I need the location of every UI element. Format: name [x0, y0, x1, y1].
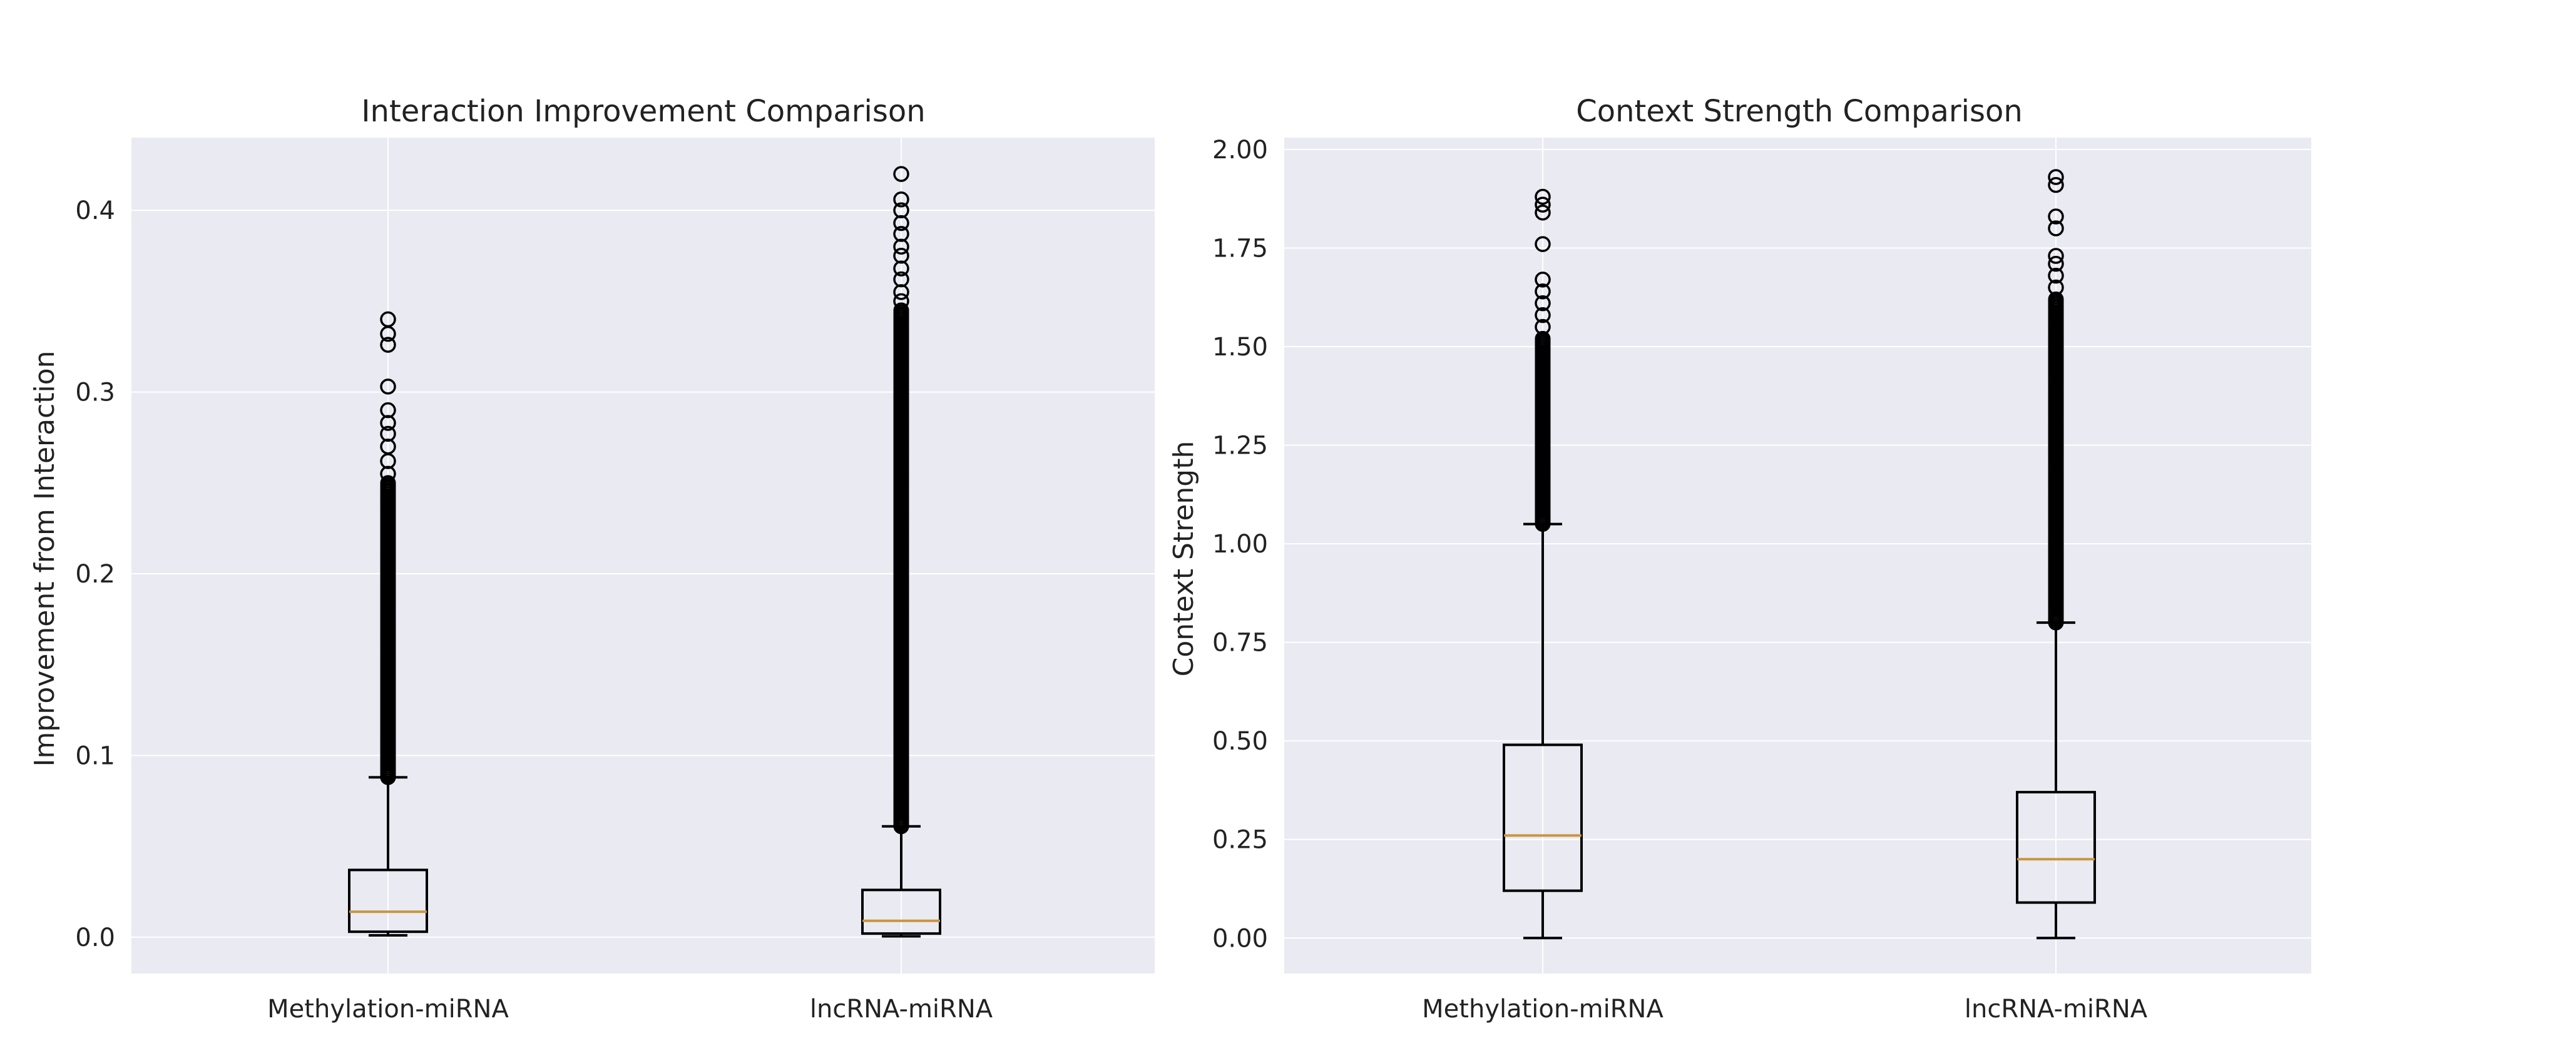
chart-title: Context Strength Comparison	[1576, 94, 2023, 129]
outlier-point	[1535, 188, 1551, 205]
iqr-box	[1503, 743, 1583, 892]
outlier-point	[893, 271, 909, 288]
outlier-point	[1535, 272, 1551, 288]
outlier-point	[2048, 279, 2064, 296]
y-tick-label: 1.50	[1212, 333, 1268, 362]
outlier-point	[2048, 176, 2064, 193]
iqr-box	[2016, 791, 2096, 904]
outlier-point	[2048, 220, 2064, 237]
outlier-point	[380, 379, 396, 395]
outlier-point	[893, 302, 909, 318]
outlier-point	[2048, 255, 2064, 272]
y-tick-label: 0.4	[75, 196, 115, 225]
y-axis-label: Improvement from Interaction	[29, 350, 61, 766]
outlier-point	[2048, 267, 2064, 284]
outlier-band	[893, 302, 909, 835]
box-methylation-mirna	[1503, 188, 1583, 940]
outlier-point	[380, 402, 396, 419]
y-tick-label: 0.1	[75, 741, 115, 770]
grid	[1284, 138, 2311, 974]
outlier-point	[893, 293, 909, 310]
y-tick-label: 0.50	[1212, 727, 1268, 756]
box-lncrna-mirna	[861, 166, 941, 938]
outlier-point	[893, 226, 909, 242]
iqr-box	[861, 888, 941, 935]
outlier-band	[380, 475, 396, 785]
grid	[131, 138, 1155, 974]
outlier-point	[380, 311, 396, 328]
outlier-point	[2048, 169, 2064, 185]
x-tick-label-lncrna-mirna: lncRNA-miRNA	[810, 995, 993, 1024]
box-methylation-mirna	[348, 311, 428, 937]
outlier-band	[2048, 291, 2064, 631]
outlier-point	[2048, 208, 2064, 225]
plot-area	[131, 138, 1155, 974]
y-tick-label: 0.0	[75, 923, 115, 952]
outlier-point	[1535, 283, 1551, 300]
outlier-point	[1535, 236, 1551, 252]
y-tick-label: 1.75	[1212, 234, 1268, 263]
outlier-point	[1535, 196, 1551, 213]
x-tick-label-methylation-mirna: Methylation-miRNA	[1422, 995, 1664, 1024]
outlier-point	[1535, 318, 1551, 335]
y-tick-label: 1.25	[1212, 432, 1268, 460]
outlier-point	[380, 475, 396, 491]
outlier-point	[1535, 204, 1551, 221]
outlier-point	[380, 337, 396, 353]
y-tick-label: 0.75	[1212, 629, 1268, 658]
outlier-point	[380, 425, 396, 442]
outlier-point	[2048, 291, 2064, 307]
x-tick-label-methylation-mirna: Methylation-miRNA	[267, 995, 509, 1024]
outlier-band	[1535, 330, 1551, 532]
outlier-point	[893, 191, 909, 208]
y-tick-label: 2.00	[1212, 136, 1268, 165]
panel-interaction-improvement: Interaction Improvement Comparison Impro…	[29, 94, 1155, 1024]
outlier-point	[893, 248, 909, 264]
y-tick-label: 0.25	[1212, 826, 1268, 855]
y-tick-label: 0.00	[1212, 924, 1268, 953]
outlier-point	[1535, 307, 1551, 323]
plot-area	[1284, 138, 2311, 974]
chart-title: Interaction Improvement Comparison	[361, 94, 925, 129]
outlier-point	[893, 202, 909, 218]
x-tick-label-lncrna-mirna: lncRNA-miRNA	[1965, 995, 2148, 1024]
outlier-point	[893, 166, 909, 182]
outlier-point	[2048, 248, 2064, 264]
y-tick-label: 0.2	[75, 560, 115, 589]
y-tick-label: 0.3	[75, 379, 115, 407]
box-lncrna-mirna	[2016, 169, 2096, 940]
panel-context-strength: Context Strength Comparison Context Stre…	[1168, 94, 2311, 1024]
y-tick-label: 1.00	[1212, 530, 1268, 559]
iqr-box	[348, 868, 428, 933]
outlier-point	[1535, 330, 1551, 347]
y-axis-label: Context Strength	[1168, 441, 1200, 677]
outlier-point	[1535, 295, 1551, 312]
